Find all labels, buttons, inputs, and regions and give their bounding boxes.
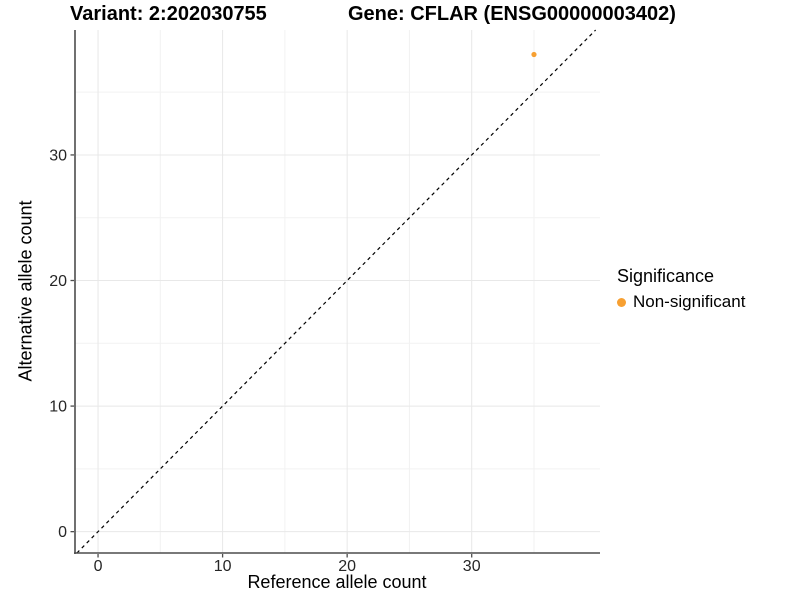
legend: Significance Non-significant <box>617 266 745 312</box>
legend-point-icon <box>617 297 626 307</box>
plot-title-variant: Variant: 2:202030755 <box>70 3 267 25</box>
identity-reference-line <box>76 29 597 554</box>
x-tick-label: 0 <box>94 558 103 575</box>
x-tick-label: 30 <box>463 558 481 575</box>
legend-item-label: Non-significant <box>633 292 746 311</box>
y-tick-label: 20 <box>49 273 67 290</box>
plot-title-gene: Gene: CFLAR (ENSG00000003402) <box>348 3 676 25</box>
y-axis-title: Alternative allele count <box>15 200 36 382</box>
y-tick-label: 0 <box>58 524 67 541</box>
x-axis-title: Reference allele count <box>247 572 427 592</box>
data-point <box>531 51 537 58</box>
x-tick-label: 10 <box>214 558 232 575</box>
legend-title: Significance <box>617 266 715 286</box>
y-tick-label: 30 <box>49 147 67 164</box>
x-tick-label: 20 <box>338 558 356 575</box>
y-tick-label: 10 <box>49 399 67 416</box>
legend-item: Non-significant <box>617 292 745 312</box>
